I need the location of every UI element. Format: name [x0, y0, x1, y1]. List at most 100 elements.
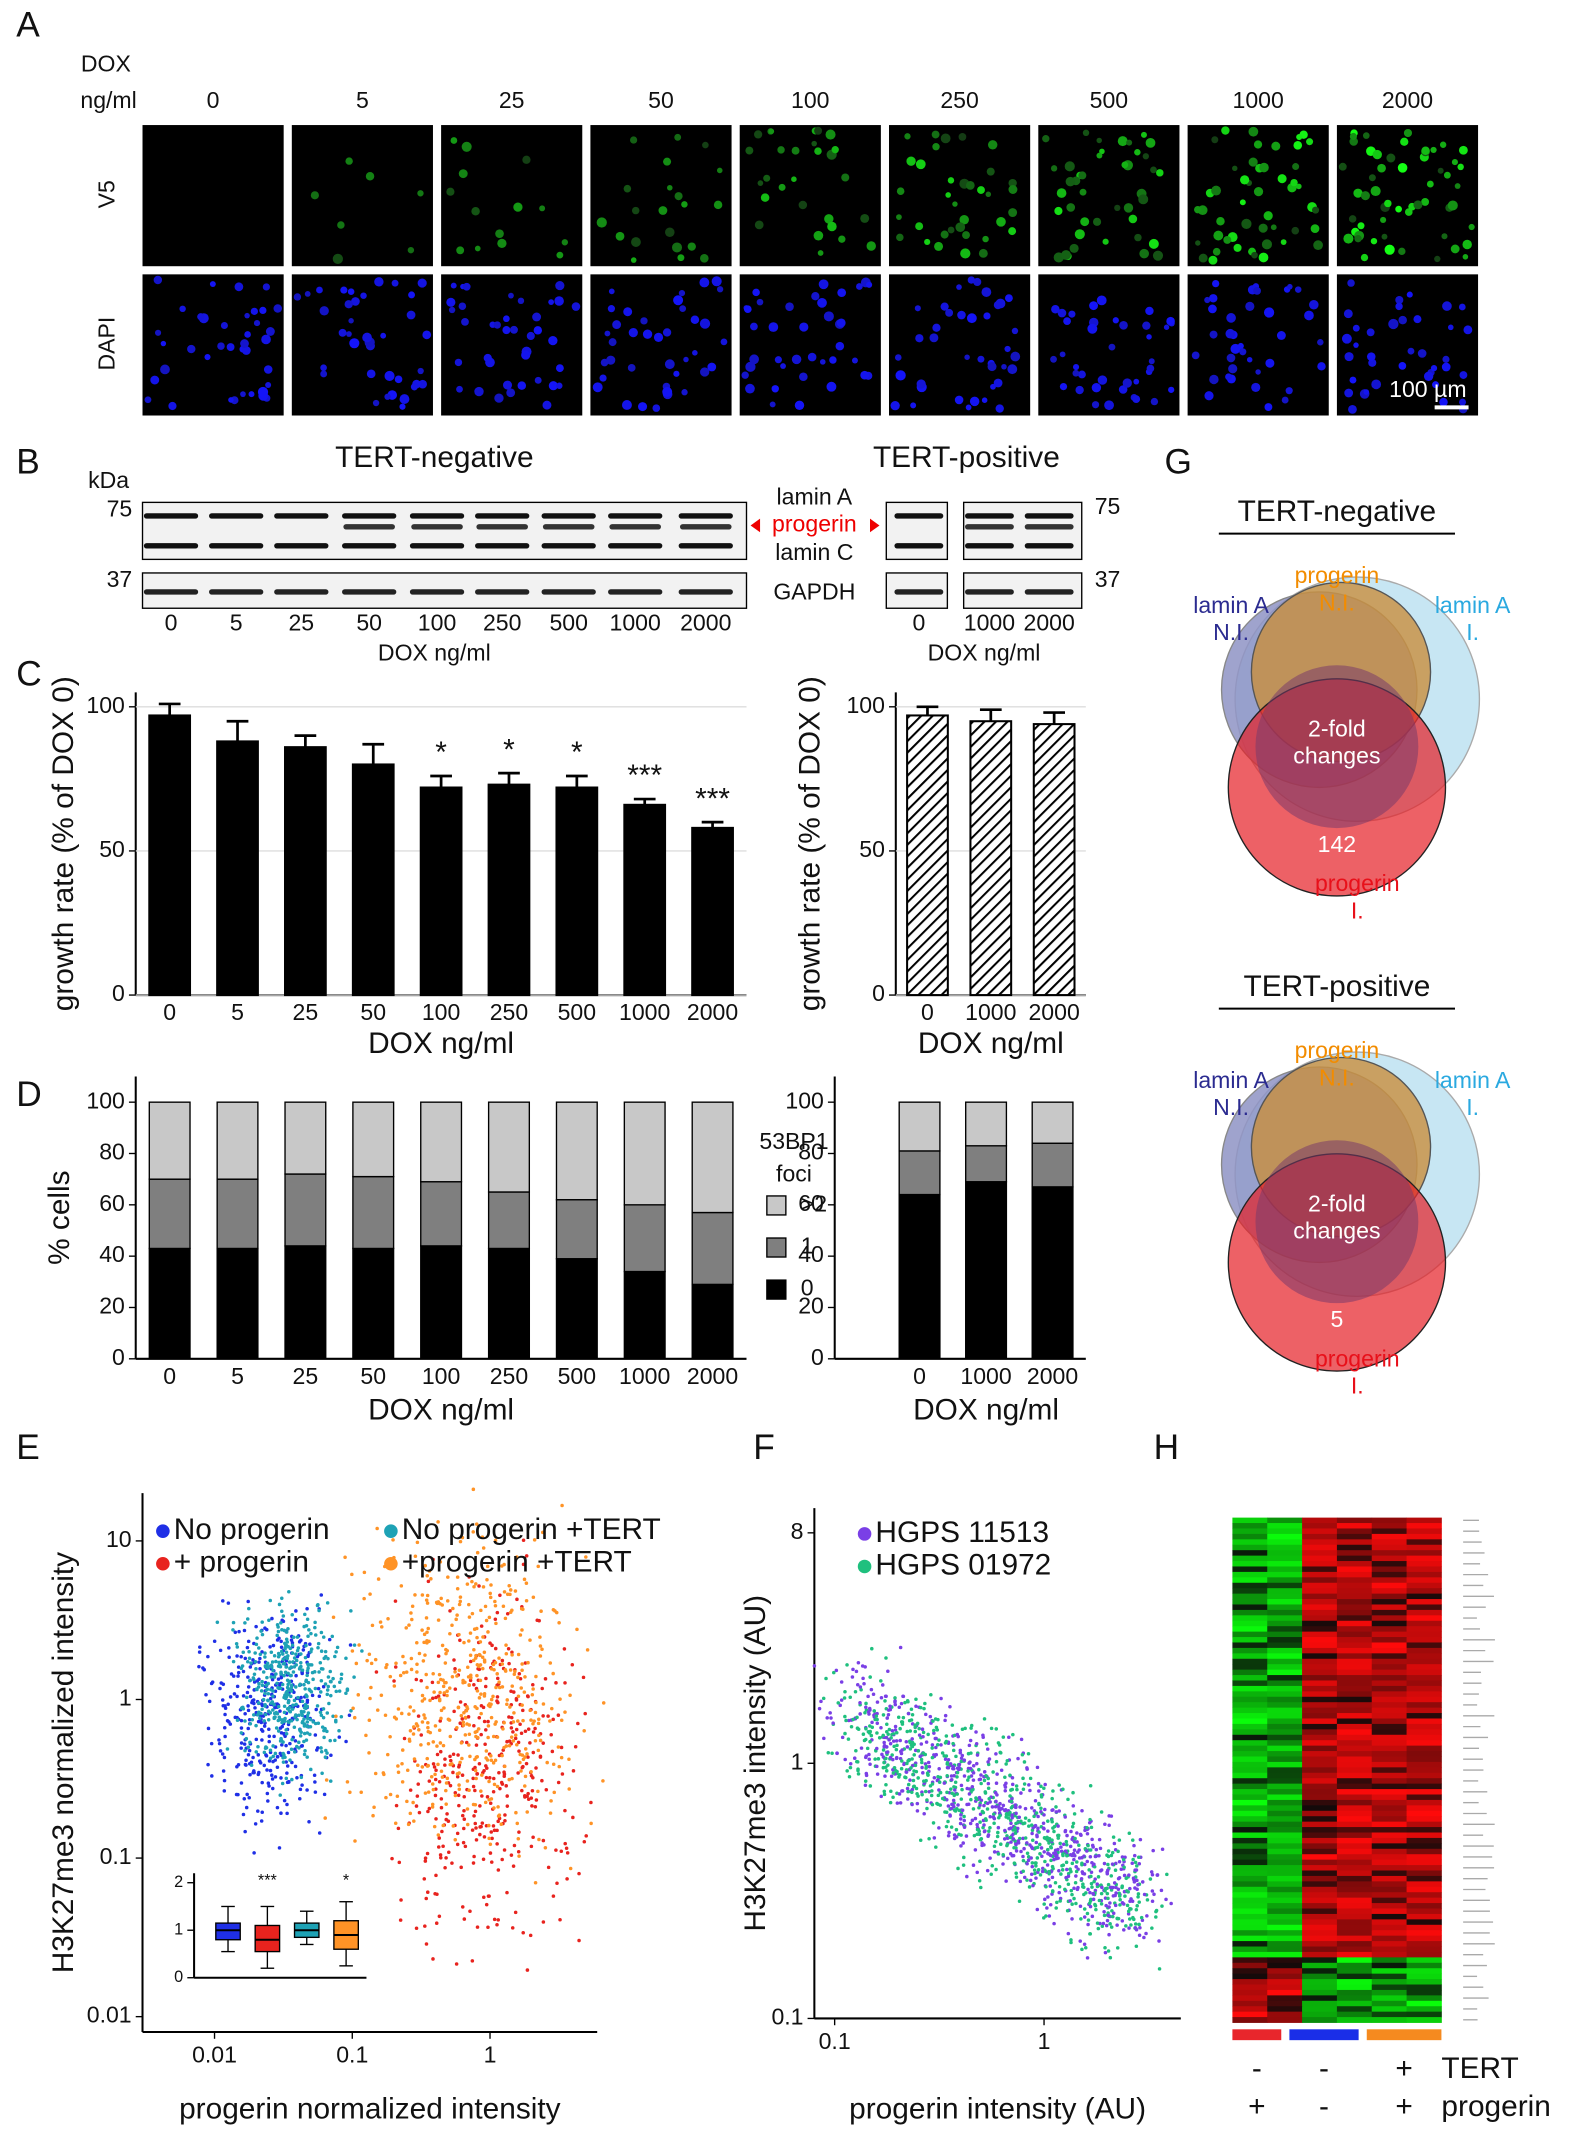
heatmap-cell — [1232, 1783, 1268, 1790]
cloud-dot — [1154, 1908, 1159, 1913]
cloud-dot — [270, 1777, 275, 1781]
nucleus — [1230, 343, 1241, 354]
heatmap-cell — [1232, 1854, 1268, 1861]
heatmap-cell — [1302, 1957, 1338, 1964]
cloud-dot — [875, 1700, 880, 1704]
nucleus — [1451, 159, 1458, 166]
nucleus — [745, 146, 754, 155]
cloud-dot — [1057, 1885, 1062, 1889]
bar-segment — [1031, 1101, 1074, 1144]
cloud-dot — [1099, 1868, 1104, 1872]
heatmap-cell — [1232, 1577, 1268, 1584]
cloud-dot — [270, 1677, 275, 1682]
cloud-dot — [231, 1659, 236, 1664]
cloud-dot — [885, 1722, 889, 1727]
cloud-dot — [481, 1585, 486, 1589]
cloud-dot — [456, 1705, 461, 1710]
cloud-dot — [489, 1754, 493, 1758]
nucleus — [273, 304, 283, 313]
panel-label: E — [16, 1428, 40, 1467]
cloud-dot — [280, 1743, 284, 1747]
cloud-dot — [1169, 1901, 1173, 1906]
nucleus — [932, 143, 940, 151]
cloud-dot — [1160, 1904, 1164, 1908]
cloud-dot — [884, 1735, 889, 1740]
nucleus — [969, 396, 980, 407]
cloud-dot — [1016, 1820, 1020, 1824]
cloud-dot — [507, 1743, 512, 1748]
bar-segment — [420, 1101, 463, 1183]
cloud-dot — [299, 1652, 303, 1656]
cloud-dot — [218, 1749, 223, 1753]
heatmap-cell — [1336, 1761, 1373, 1768]
cloud-dot — [512, 1711, 516, 1715]
cloud-dot — [394, 1803, 399, 1808]
cloud-dot — [221, 1599, 225, 1603]
cloud-dot — [976, 1828, 981, 1832]
cloud-dot — [494, 1621, 498, 1626]
cloud-dot — [949, 1774, 954, 1778]
heatmap-cell — [1302, 1642, 1338, 1649]
heatmap-cell — [1406, 1550, 1442, 1557]
nucleus — [700, 367, 710, 377]
cloud-dot — [1090, 1843, 1095, 1848]
heatmap-cell — [1302, 1696, 1338, 1703]
cloud-dot — [288, 1709, 293, 1714]
heatmap-cell — [1371, 1528, 1407, 1535]
heatmap-cell — [1302, 1908, 1338, 1915]
cloud-dot — [849, 1724, 854, 1729]
cloud-dot — [271, 1689, 275, 1693]
heatmap-cell — [1371, 1718, 1407, 1725]
y-tick-label: 0 — [811, 1344, 824, 1370]
cloud-dot — [1132, 1843, 1136, 1848]
cloud-dot — [492, 1828, 497, 1833]
cloud-dot — [989, 1726, 994, 1731]
heatmap-cell — [1371, 1642, 1407, 1649]
cloud-dot — [478, 1678, 483, 1683]
cloud-dot — [583, 1711, 587, 1716]
heatmap-cell — [1302, 1875, 1338, 1882]
venn-label: lamin A — [1435, 592, 1511, 618]
cloud-dot — [967, 1761, 971, 1765]
nucleus — [1117, 136, 1128, 147]
cloud-dot — [316, 1603, 320, 1607]
nucleus — [1146, 364, 1155, 373]
cloud-dot — [489, 1583, 493, 1587]
heatmap-cell — [1336, 1664, 1373, 1671]
cloud-dot — [975, 1822, 979, 1827]
cloud-dot — [470, 1828, 475, 1832]
heatmap-cell — [1371, 1637, 1407, 1643]
heatmap-cell — [1267, 1528, 1303, 1535]
nucleus — [1239, 348, 1247, 356]
heatmap-cell — [1267, 1637, 1303, 1643]
cloud-dot — [819, 1699, 823, 1704]
cloud-dot — [1004, 1879, 1008, 1883]
heatmap-cell — [1232, 1566, 1268, 1573]
y-tick-label: 0.01 — [87, 2002, 132, 2028]
cloud-dot — [263, 1651, 267, 1655]
cloud-dot — [1137, 1861, 1142, 1866]
cloud-dot — [362, 1570, 367, 1575]
heatmap-cell — [1267, 1642, 1303, 1649]
cloud-dot — [475, 1663, 480, 1667]
cloud-dot — [893, 1696, 897, 1700]
cloud-dot — [1102, 1909, 1106, 1914]
cloud-dot — [533, 1805, 538, 1809]
cloud-dot — [495, 1672, 499, 1676]
cloud-dot — [937, 1780, 942, 1784]
heatmap-cell — [1232, 1761, 1268, 1768]
heatmap-cell — [1232, 1968, 1268, 1975]
nucleus — [407, 246, 415, 254]
cloud-dot — [1038, 1873, 1043, 1877]
cloud-dot — [946, 1833, 951, 1838]
cloud-dot — [1009, 1799, 1014, 1804]
nucleus — [985, 191, 992, 198]
heatmap-cell — [1371, 1821, 1407, 1828]
nucleus — [228, 397, 234, 403]
cloud-dot — [323, 1654, 328, 1659]
cloud-dot — [298, 1787, 303, 1792]
cloud-dot — [565, 1851, 570, 1855]
heatmap-cell — [1371, 1561, 1407, 1567]
cloud-dot — [236, 1674, 240, 1678]
cloud-dot — [526, 1755, 530, 1759]
